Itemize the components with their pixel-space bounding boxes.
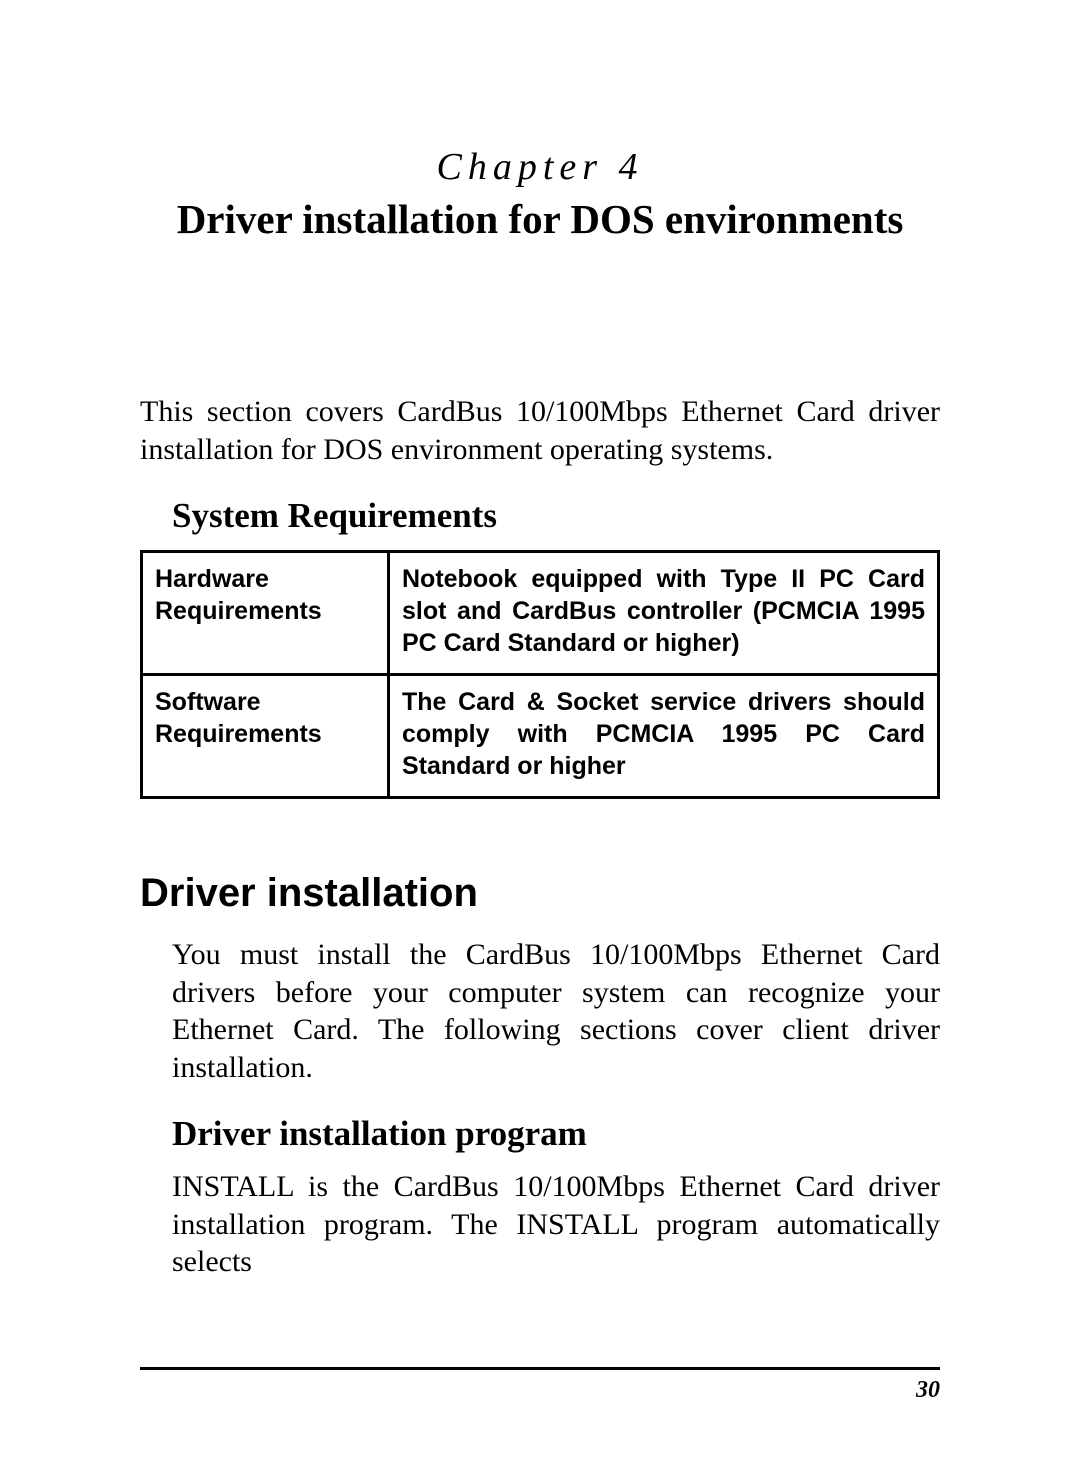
driver-installation-heading: Driver installation [140,871,940,916]
requirement-label: Hardware Requirements [142,552,389,675]
system-requirements-heading: System Requirements [172,496,940,536]
table-row: Hardware Requirements Notebook equipped … [142,552,939,675]
intro-paragraph: This section covers CardBus 10/100Mbps E… [140,393,940,468]
document-page: Chapter 4 Driver installation for DOS en… [0,0,1080,1466]
chapter-title: Driver installation for DOS environments [140,195,940,243]
requirements-table: Hardware Requirements Notebook equipped … [140,550,940,799]
page-number: 30 [916,1377,940,1404]
driver-installation-program-body: INSTALL is the CardBus 10/100Mbps Ethern… [172,1168,940,1281]
requirement-label: Software Requirements [142,675,389,798]
chapter-label: Chapter 4 [140,145,940,189]
requirement-description: The Card & Socket service drivers should… [389,675,939,798]
table-row: Software Requirements The Card & Socket … [142,675,939,798]
requirement-description: Notebook equipped with Type II PC Card s… [389,552,939,675]
footer-rule [140,1367,940,1370]
driver-installation-body: You must install the CardBus 10/100Mbps … [172,936,940,1086]
driver-installation-program-heading: Driver installation program [172,1114,940,1154]
